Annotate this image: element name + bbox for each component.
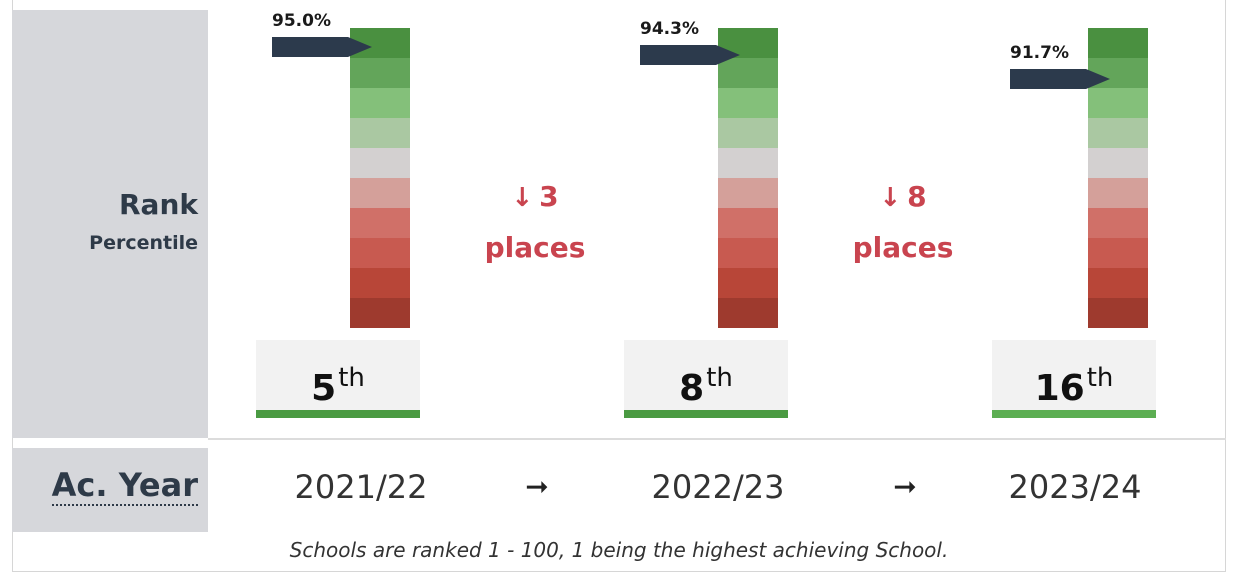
change-unit: places: [852, 231, 954, 264]
rank-gauge: [1088, 28, 1148, 328]
gauge-segment: [718, 88, 778, 118]
down-arrow: ↓: [511, 183, 534, 213]
change-amount: 8: [907, 180, 927, 213]
gauge-segment: [718, 268, 778, 298]
change-amount-line: ↓ 3: [465, 172, 605, 223]
gauge-segment: [350, 178, 410, 208]
gauge-segment: [1088, 238, 1148, 268]
pointer-shape: [640, 45, 740, 65]
card: [12, 0, 1226, 572]
change-amount-line: ↓ 8: [833, 172, 973, 223]
divider: [208, 438, 1226, 440]
rank-gauge: [718, 28, 778, 328]
rank-underline: [992, 410, 1156, 418]
change-unit: places: [484, 231, 586, 264]
percentile-pointer: [640, 45, 740, 65]
gauge-segment: [1088, 148, 1148, 178]
gauge-segment: [718, 118, 778, 148]
gauge-segment: [1088, 88, 1148, 118]
row-sublabel: Percentile: [89, 232, 198, 254]
down-arrow: ↓: [879, 183, 902, 213]
change-amount: 3: [539, 180, 559, 213]
gauge-segment: [1088, 298, 1148, 328]
row-label: Ac. Year: [12, 466, 198, 506]
row-label: Rank: [118, 188, 198, 221]
rank-change: ↓ 3 places: [465, 172, 605, 273]
gauge-segment: [350, 268, 410, 298]
percentile-label: 94.3%: [640, 19, 699, 39]
percentile-label: 91.7%: [1010, 43, 1069, 63]
gauge-segment: [718, 178, 778, 208]
gauge-segment: [1088, 268, 1148, 298]
gauge-segment: [1088, 208, 1148, 238]
year: 2021/22: [294, 468, 428, 506]
row-label-bg: [12, 448, 208, 532]
percentile-pointer: [272, 37, 372, 57]
rank-suffix: th: [706, 363, 733, 393]
pointer-shape: [1010, 69, 1110, 89]
gauge-segment: [350, 208, 410, 238]
percentile-pointer: [1010, 69, 1110, 89]
gauge-segment: [350, 298, 410, 328]
year-label: Ac. Year: [51, 466, 198, 506]
gauge-segment: [350, 58, 410, 88]
year-arrow: ➞: [525, 470, 549, 503]
percentile-label: 95.0%: [272, 11, 331, 31]
gauge-segment: [1088, 118, 1148, 148]
gauge-segment: [350, 148, 410, 178]
year: 2023/24: [1008, 468, 1142, 506]
gauge-segment: [350, 118, 410, 148]
rank-underline: [624, 410, 788, 418]
gauge-segment: [1088, 178, 1148, 208]
gauge-segment: [718, 298, 778, 328]
rank-change: ↓ 8 places: [833, 172, 973, 273]
rank-box: 8th: [624, 340, 788, 410]
rank-box: 5th: [256, 340, 420, 410]
pointer-shape: [272, 37, 372, 57]
gauge-segment: [718, 58, 778, 88]
gauge-segment: [718, 148, 778, 178]
year: 2022/23: [651, 468, 785, 506]
year-arrow: ➞: [893, 470, 917, 503]
rank-gauge: [350, 28, 410, 328]
rank-value: 16: [1034, 368, 1085, 409]
gauge-segment: [718, 238, 778, 268]
row-label-bg: [12, 10, 208, 438]
rank-value: 5: [311, 368, 337, 409]
rank-value: 8: [679, 368, 705, 409]
rank-box: 16th: [992, 340, 1156, 410]
gauge-segment: [350, 238, 410, 268]
footnote: Schools are ranked 1 - 100, 1 being the …: [289, 538, 949, 562]
gauge-segment: [350, 88, 410, 118]
gauge-segment: [718, 208, 778, 238]
rank-underline: [256, 410, 420, 418]
gauge-segment: [1088, 28, 1148, 58]
rank-suffix: th: [338, 363, 365, 393]
rank-suffix: th: [1086, 363, 1114, 393]
